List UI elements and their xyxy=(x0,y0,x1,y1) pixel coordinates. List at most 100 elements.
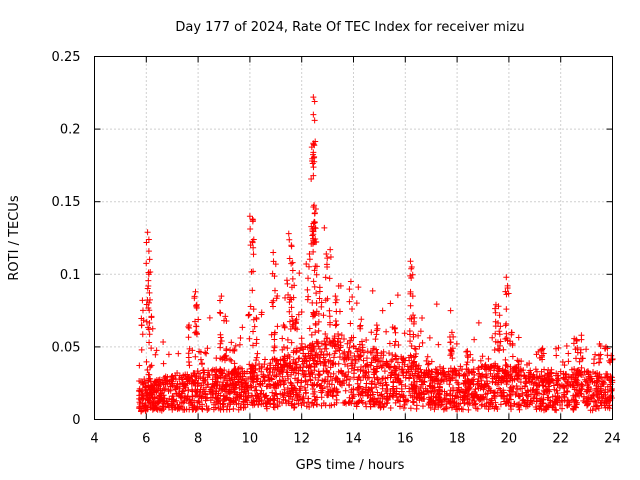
data-point xyxy=(188,380,195,387)
data-point xyxy=(237,334,244,341)
data-point xyxy=(324,255,331,262)
grid-layer xyxy=(94,56,613,420)
data-point xyxy=(273,391,280,398)
data-point xyxy=(286,318,293,325)
data-point xyxy=(339,377,346,384)
data-point xyxy=(416,391,423,398)
data-point xyxy=(234,370,241,377)
data-point xyxy=(221,392,228,399)
data-point xyxy=(431,384,438,391)
data-point xyxy=(139,331,146,338)
data-point xyxy=(403,398,410,405)
data-point xyxy=(348,334,355,341)
data-point xyxy=(246,213,253,220)
data-point xyxy=(247,303,254,310)
data-point xyxy=(426,396,433,403)
data-point xyxy=(333,396,340,403)
x-tick-label: 12 xyxy=(293,432,310,447)
data-point xyxy=(296,270,303,277)
data-point xyxy=(174,380,181,387)
data-point xyxy=(263,405,270,412)
data-point xyxy=(608,352,615,359)
data-point xyxy=(297,364,304,371)
data-point xyxy=(332,322,339,329)
y-tick-label: 0.1 xyxy=(60,268,81,283)
data-point xyxy=(399,359,406,366)
data-point xyxy=(502,356,509,363)
data-point xyxy=(508,329,515,336)
data-point xyxy=(531,373,538,380)
data-point xyxy=(141,376,148,383)
data-point xyxy=(305,350,312,357)
data-point xyxy=(293,316,300,323)
data-point xyxy=(554,399,561,406)
data-point xyxy=(318,348,325,355)
data-point xyxy=(485,383,492,390)
data-point xyxy=(386,340,393,347)
data-point xyxy=(309,371,316,378)
data-point xyxy=(336,379,343,386)
data-point xyxy=(374,365,381,372)
data-point xyxy=(313,382,320,389)
data-point xyxy=(293,348,300,355)
data-point xyxy=(218,293,225,300)
data-point xyxy=(200,369,207,376)
data-point xyxy=(567,382,574,389)
data-point xyxy=(163,398,170,405)
data-point xyxy=(396,379,403,386)
data-point xyxy=(475,319,482,326)
data-point xyxy=(250,236,257,243)
data-point xyxy=(197,386,204,393)
data-point xyxy=(453,340,460,347)
data-point xyxy=(386,350,393,357)
data-point xyxy=(147,363,154,370)
data-point xyxy=(160,360,167,367)
data-point xyxy=(526,373,533,380)
data-point xyxy=(346,286,353,293)
data-point xyxy=(583,346,590,353)
data-point xyxy=(574,369,581,376)
data-point xyxy=(392,338,399,345)
data-point xyxy=(495,319,502,326)
data-point xyxy=(384,361,391,368)
data-point xyxy=(426,368,433,375)
data-point xyxy=(595,405,602,412)
data-point xyxy=(496,328,503,335)
data-point xyxy=(312,239,319,246)
data-point xyxy=(300,394,307,401)
data-point xyxy=(585,384,592,391)
data-point xyxy=(180,406,187,413)
data-point xyxy=(409,386,416,393)
data-points xyxy=(136,94,616,415)
data-point xyxy=(354,366,361,373)
data-point xyxy=(509,388,516,395)
data-point xyxy=(434,388,441,395)
data-point xyxy=(485,406,492,413)
data-point xyxy=(250,379,257,386)
data-point xyxy=(406,374,413,381)
data-point xyxy=(460,380,467,387)
data-point xyxy=(412,346,419,353)
data-point xyxy=(578,386,585,393)
data-point xyxy=(381,393,388,400)
data-point xyxy=(353,300,360,307)
data-point xyxy=(314,401,321,408)
x-tick-label: 18 xyxy=(449,432,466,447)
data-point xyxy=(356,341,363,348)
data-point xyxy=(539,345,546,352)
data-point xyxy=(571,403,578,410)
data-point xyxy=(491,373,498,380)
data-point xyxy=(479,353,486,360)
data-point xyxy=(360,367,367,374)
data-point xyxy=(178,403,185,410)
data-point xyxy=(422,385,429,392)
data-point xyxy=(143,404,150,411)
data-point xyxy=(328,402,335,409)
data-point xyxy=(310,311,317,318)
data-point xyxy=(305,399,312,406)
data-point xyxy=(516,406,523,413)
data-point xyxy=(313,338,320,345)
data-point xyxy=(148,313,155,320)
data-point xyxy=(502,288,509,295)
data-point xyxy=(421,396,428,403)
